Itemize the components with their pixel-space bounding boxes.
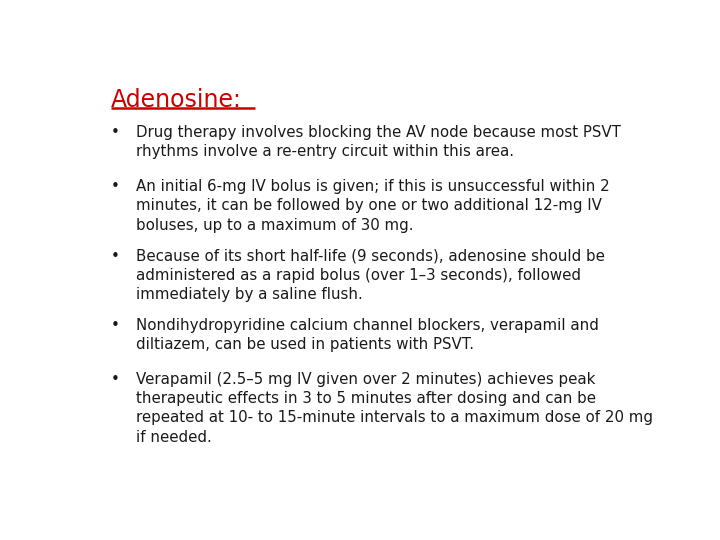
Text: An initial 6-mg IV bolus is given; if this is unsuccessful within 2
minutes, it : An initial 6-mg IV bolus is given; if th… [136, 179, 610, 233]
Text: Adenosine:: Adenosine: [111, 87, 242, 112]
Text: •: • [111, 248, 120, 264]
Text: •: • [111, 372, 120, 387]
Text: •: • [111, 318, 120, 333]
Text: •: • [111, 179, 120, 194]
Text: Because of its short half-life (9 seconds), adenosine should be
administered as : Because of its short half-life (9 second… [136, 248, 605, 302]
Text: Verapamil (2.5–5 mg IV given over 2 minutes) achieves peak
therapeutic effects i: Verapamil (2.5–5 mg IV given over 2 minu… [136, 372, 653, 444]
Text: •: • [111, 125, 120, 140]
Text: Drug therapy involves blocking the AV node because most PSVT
rhythms involve a r: Drug therapy involves blocking the AV no… [136, 125, 621, 159]
Text: Nondihydropyridine calcium channel blockers, verapamil and
diltiazem, can be use: Nondihydropyridine calcium channel block… [136, 318, 598, 352]
